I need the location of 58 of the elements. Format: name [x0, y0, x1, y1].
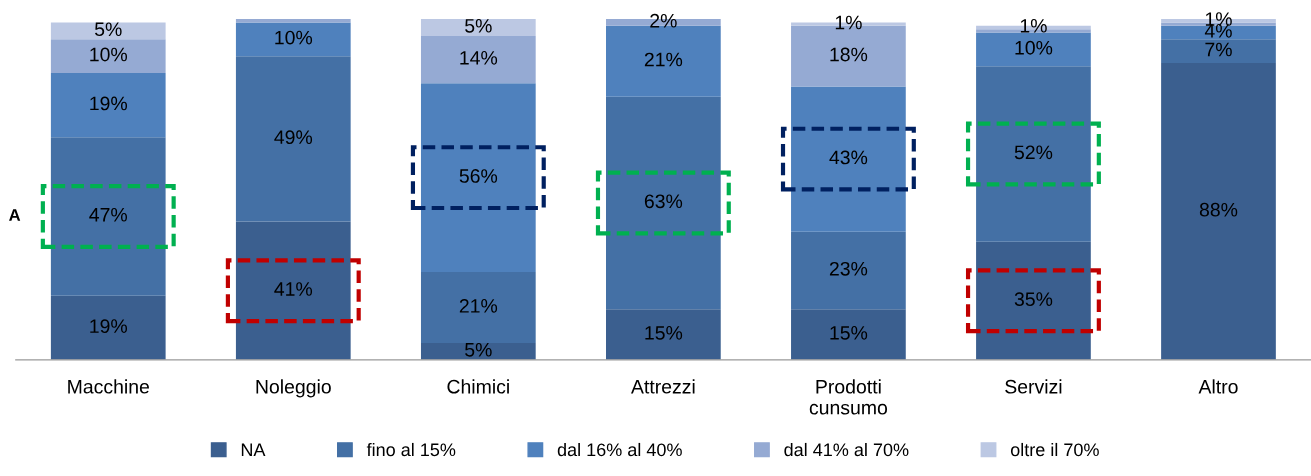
data-label: 88%: [1199, 202, 1238, 217]
legend-label: fino al 15%: [366, 442, 456, 457]
bar: [976, 32, 1091, 67]
bar: [420, 19, 536, 36]
bar: [50, 22, 166, 40]
data-label: 1%: [1020, 19, 1047, 33]
x-tick-label: Prodotti cunsumo: [809, 379, 888, 415]
x-tick-label: Servizi: [1005, 379, 1062, 394]
x-tick-label: Altro: [1198, 379, 1238, 394]
legend-label: NA: [241, 443, 266, 456]
data-label: 56%: [459, 169, 498, 183]
data-label: 21%: [459, 299, 498, 313]
data-label: 5%: [94, 22, 122, 37]
data-label: 49%: [274, 130, 313, 145]
data-label: 63%: [644, 194, 683, 209]
bar: [1161, 39, 1276, 63]
x-tick-label: Attrezzi: [630, 379, 695, 394]
data-label: 35%: [1014, 292, 1053, 307]
data-label: 19%: [90, 96, 128, 111]
bar: [235, 22, 351, 57]
legend-label: oltre il 70%: [1010, 442, 1099, 457]
legend-label: dal 16% al 40%: [557, 442, 682, 457]
data-label: 1%: [835, 15, 862, 30]
data-label: 15%: [645, 326, 683, 340]
bar: [791, 309, 906, 360]
bar: [50, 73, 166, 138]
annotation: A: [9, 209, 21, 221]
data-label: 18%: [830, 47, 868, 62]
data-label: 23%: [829, 261, 868, 276]
data-label: 10%: [1015, 40, 1053, 55]
data-label: 41%: [274, 282, 313, 296]
bar: [420, 35, 536, 84]
bar: [791, 231, 906, 310]
bar: [420, 272, 536, 343]
legend-label: dal 41% al 70%: [784, 442, 909, 457]
data-label: 10%: [90, 47, 128, 62]
bar: [1161, 62, 1276, 360]
bar: [606, 309, 721, 360]
data-label: 2%: [650, 13, 677, 28]
data-label: 1%: [1205, 12, 1232, 26]
data-label: 10%: [275, 30, 313, 45]
bar: [235, 56, 351, 222]
x-tick-label: Chimici: [447, 379, 509, 394]
data-label: 14%: [460, 51, 498, 65]
bar: [50, 295, 166, 360]
x-tick-label: Macchine: [68, 379, 149, 394]
data-label: 47%: [89, 207, 128, 222]
data-label: 15%: [830, 326, 868, 340]
data-label: 4%: [1204, 24, 1232, 38]
bar: [50, 39, 166, 74]
x-tick-label: Noleggio: [256, 379, 331, 398]
data-label: 52%: [1014, 145, 1053, 160]
data-label: 7%: [1205, 42, 1232, 57]
data-label: 21%: [644, 52, 683, 67]
data-label: 5%: [465, 342, 492, 357]
data-label: 5%: [465, 19, 492, 33]
data-label: 43%: [829, 150, 868, 165]
data-label: 19%: [90, 319, 128, 334]
